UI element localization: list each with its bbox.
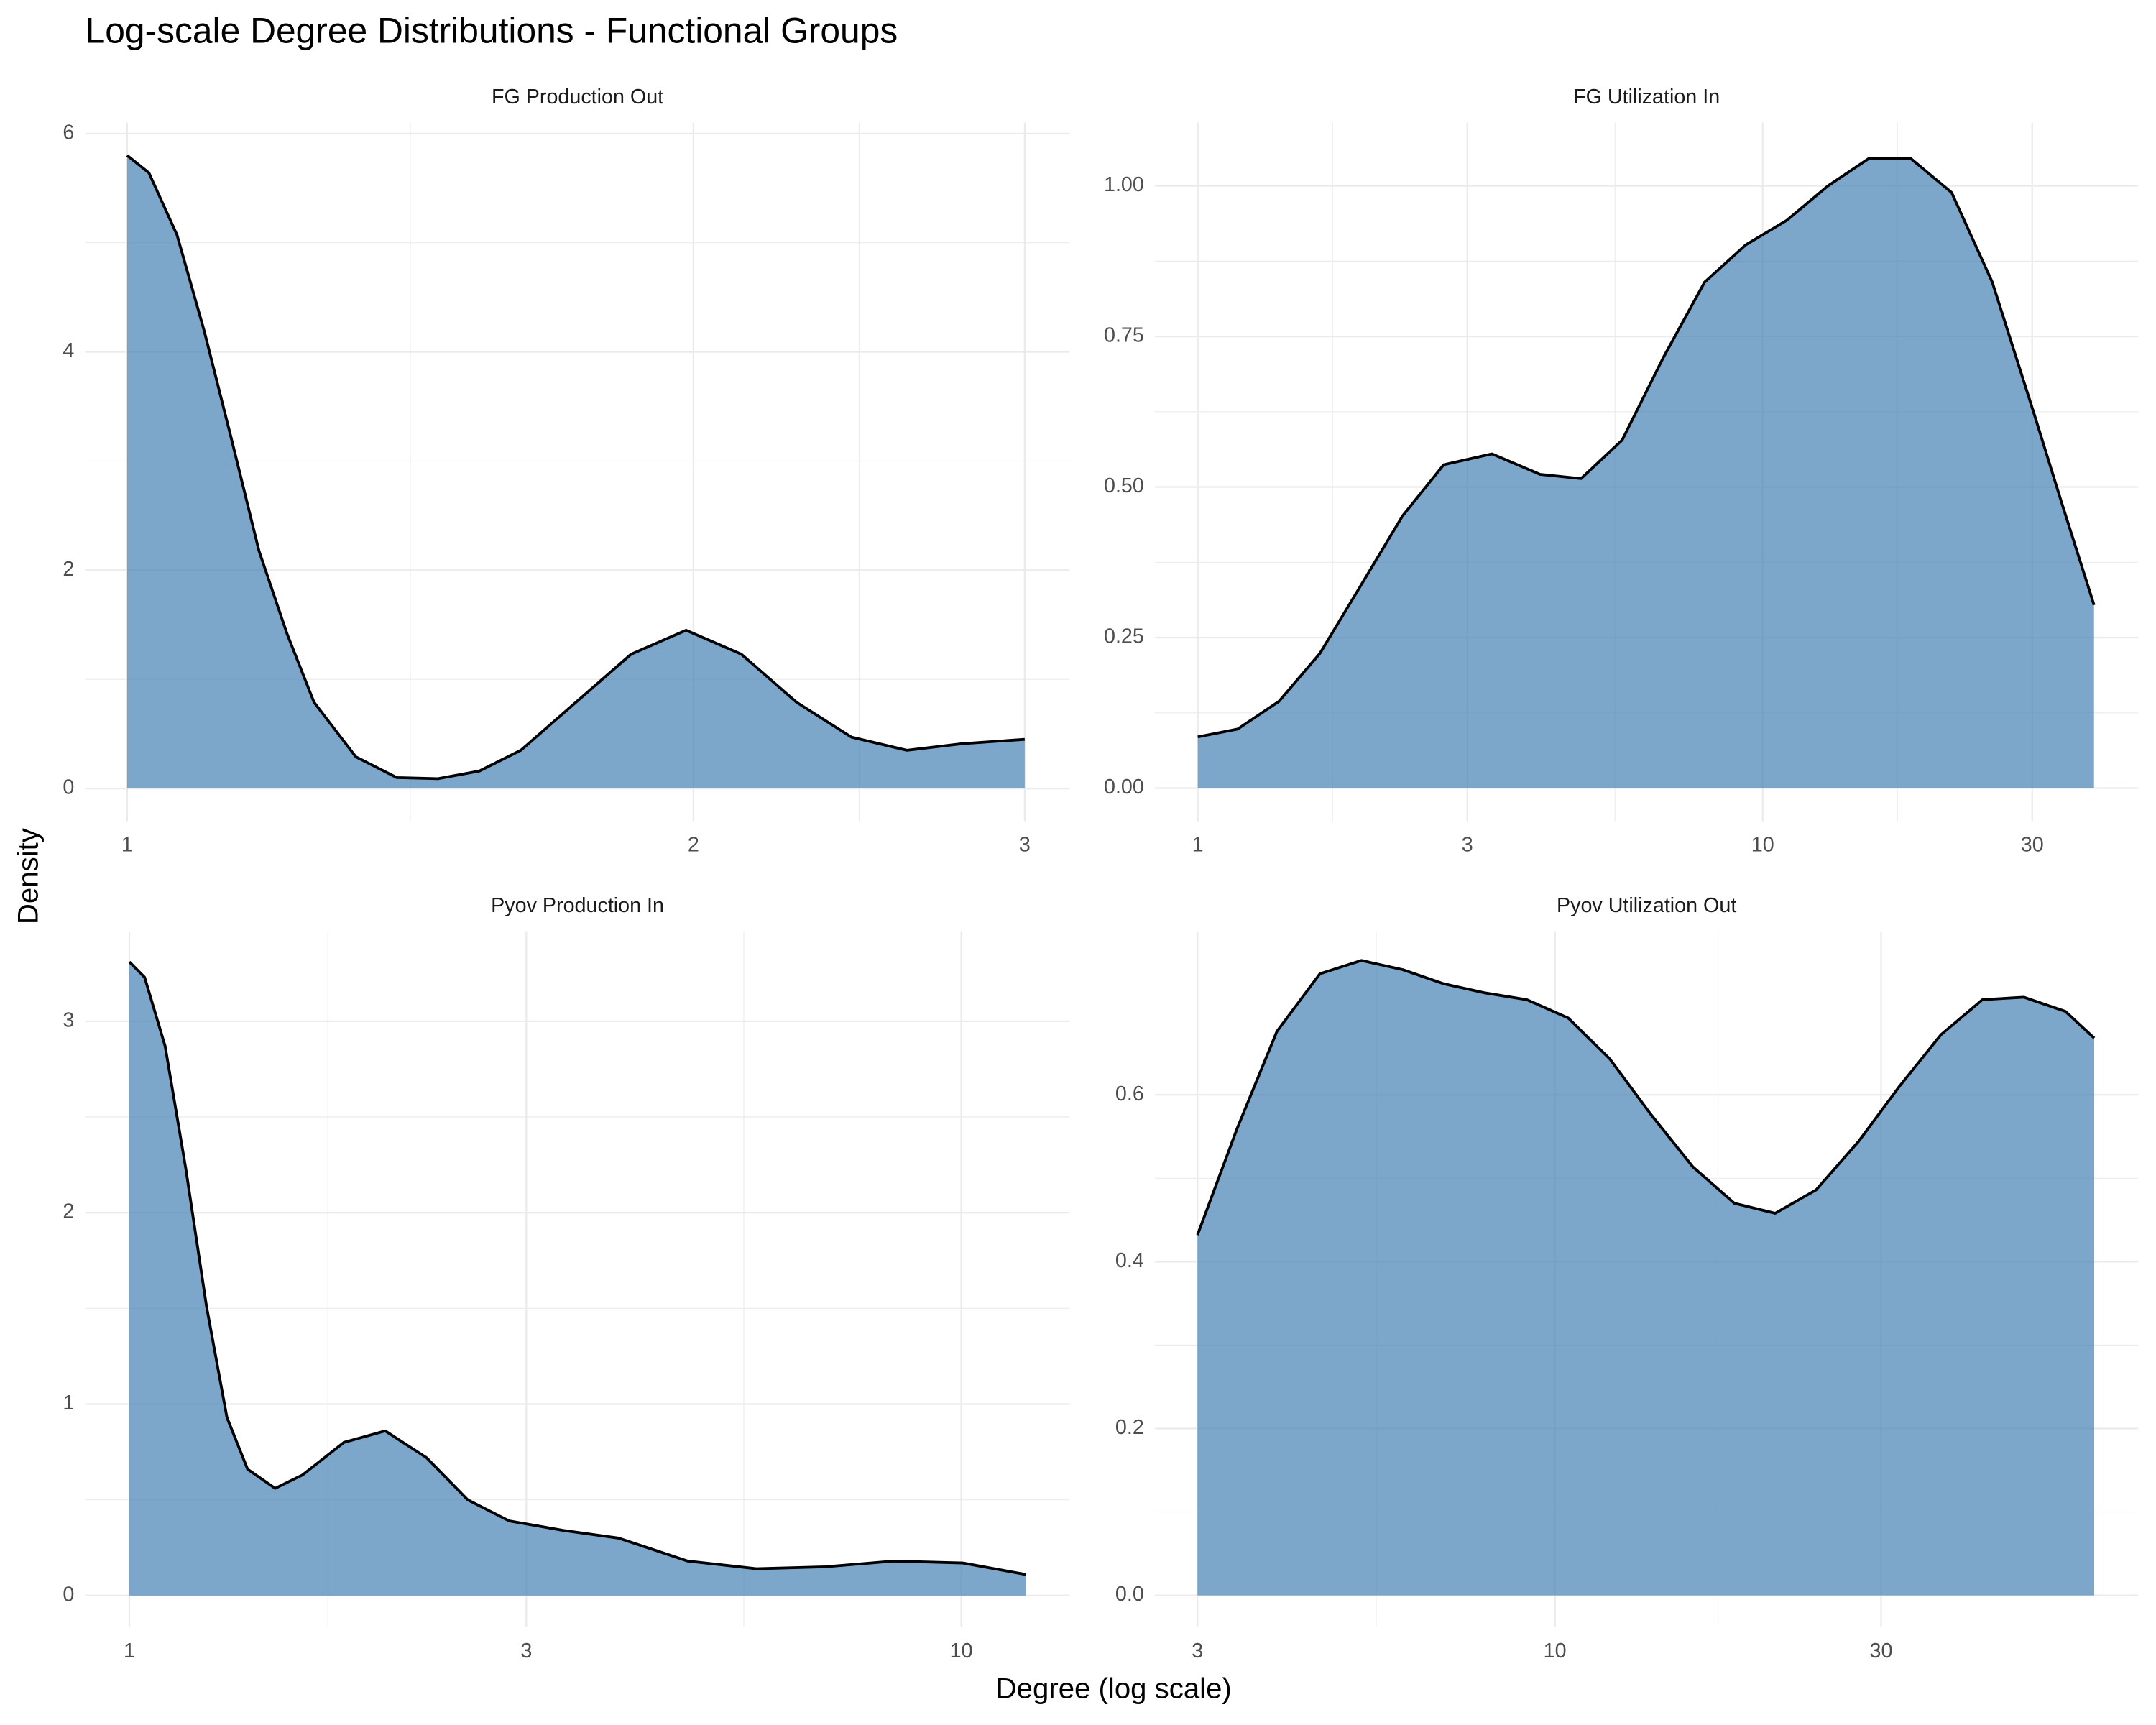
- panel-title: Pyov Production In: [491, 894, 664, 917]
- chart-title: Log-scale Degree Distributions - Functio…: [86, 10, 898, 50]
- y-tick-label: 0.50: [1104, 474, 1144, 497]
- panel: Pyov Production In 0 1 2 3 1 3 10: [63, 894, 1070, 1662]
- x-tick-label: 10: [950, 1639, 973, 1662]
- density-line: [126, 154, 1025, 781]
- panel-title: FG Production Out: [492, 86, 663, 109]
- y-tick-label: 0.75: [1104, 324, 1144, 347]
- y-tick-label: 1.00: [1104, 173, 1144, 196]
- x-tick-label: 10: [1544, 1639, 1567, 1662]
- panel: Pyov Utilization Out 0.0 0.2 0.4 0.6 3 10 30: [1115, 894, 2139, 1662]
- panel: FG Utilization In 0.00 0.25 0.50 0.75 1.00 1 3 1…: [1104, 86, 2139, 857]
- y-tick-label: 2: [63, 558, 74, 581]
- y-tick-label: 0.2: [1115, 1416, 1144, 1439]
- density-area: [126, 155, 1025, 789]
- y-tick-label: 6: [63, 121, 74, 144]
- x-axis-label: Degree (log scale): [996, 1672, 1232, 1704]
- x-tick-label: 1: [121, 834, 133, 857]
- density-area: [1197, 960, 2095, 1596]
- x-tick-label: 3: [1192, 1639, 1203, 1662]
- y-tick-label: 0.0: [1115, 1583, 1144, 1606]
- panel: FG Production Out 0 2 4 6 1 2 3: [63, 86, 1070, 857]
- density-line: [1197, 157, 2096, 739]
- y-tick-label: 0.4: [1115, 1249, 1144, 1272]
- x-tick-label: 30: [1870, 1639, 1893, 1662]
- density-line: [128, 960, 1026, 1576]
- density-line: [1196, 959, 2096, 1236]
- x-tick-label: 10: [1751, 834, 1774, 857]
- y-axis-label: Density: [12, 828, 45, 924]
- y-tick-label: 1: [63, 1392, 74, 1414]
- y-tick-label: 3: [63, 1008, 74, 1031]
- y-tick-label: 0.25: [1104, 625, 1144, 648]
- panel-title: FG Utilization In: [1573, 86, 1720, 109]
- y-tick-label: 4: [63, 339, 74, 362]
- y-tick-label: 0.00: [1104, 776, 1144, 799]
- panel-title: Pyov Utilization Out: [1557, 894, 1736, 917]
- x-tick-label: 3: [1019, 834, 1031, 857]
- x-tick-label: 1: [124, 1639, 135, 1662]
- x-tick-label: 30: [2021, 834, 2044, 857]
- y-tick-label: 0: [63, 776, 74, 799]
- y-tick-label: 2: [63, 1200, 74, 1223]
- x-tick-label: 2: [688, 834, 699, 857]
- x-tick-label: 3: [1462, 834, 1473, 857]
- y-tick-label: 0: [63, 1583, 74, 1606]
- density-area: [1197, 158, 2094, 788]
- x-tick-label: 1: [1192, 834, 1204, 857]
- y-tick-label: 0.6: [1115, 1082, 1144, 1105]
- density-area: [129, 962, 1026, 1596]
- x-tick-label: 3: [520, 1639, 532, 1662]
